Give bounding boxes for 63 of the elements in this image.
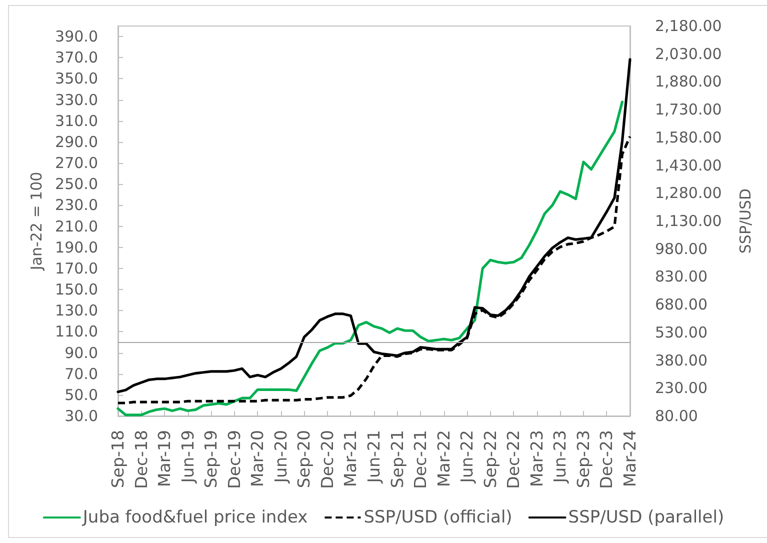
y-tick-label: 250.0 (55, 175, 98, 194)
x-tick-label: Mar-20 (248, 430, 268, 488)
x-tick-label: Mar-23 (527, 430, 546, 488)
y2-axis-title: SSP/USD (736, 188, 754, 254)
x-tick-label: Dec-23 (597, 430, 616, 489)
y2-tick-label: 2,180.00 (655, 17, 722, 35)
y-tick-label: 50.0 (64, 386, 98, 404)
y-tick-label: 390.0 (55, 28, 98, 46)
y2-tick-label: 980.00 (655, 240, 708, 258)
y2-tick-label: 680.00 (655, 296, 708, 314)
x-tick-label: Dec-21 (411, 430, 430, 489)
x-tick-label: Jun-20 (271, 430, 290, 484)
legend-label: SSP/USD (parallel) (568, 508, 724, 528)
y-tick-label: 170.0 (55, 259, 98, 278)
x-tick-label: Sep-21 (388, 430, 407, 488)
y2-tick-label: 530.00 (655, 323, 708, 342)
y-tick-label: 230.0 (55, 196, 98, 214)
line-series (116, 100, 624, 416)
y-tick-label: 190.0 (55, 238, 98, 256)
y2-tick-label: 1,130.00 (655, 212, 722, 230)
y2-tick-label: 1,580.00 (655, 128, 722, 146)
y-tick-label: 350.0 (55, 70, 98, 88)
y2-tick-label: 380.00 (655, 351, 708, 370)
x-tick-label: Jun-22 (458, 430, 477, 484)
x-tick-label: Dec-19 (224, 430, 244, 489)
y2-tick-label: 830.00 (655, 268, 708, 286)
y2-tick-label: 2,030.00 (655, 44, 722, 63)
x-tick-label: Mar-22 (434, 430, 454, 488)
legend-label: SSP/USD (official) (364, 508, 512, 528)
x-tick-label: Sep-23 (574, 430, 593, 488)
y2-tick-label: 1,880.00 (655, 72, 722, 91)
y2-tick-label: 1,730.00 (655, 100, 722, 119)
x-tick-label: Mar-19 (155, 430, 174, 488)
x-tick-label: Sep-18 (108, 430, 128, 488)
x-tick-label: Dec-18 (132, 430, 151, 489)
x-tick-label: Mar-24 (620, 430, 640, 488)
x-tick-label: Mar-21 (341, 430, 360, 488)
y-tick-label: 90.0 (64, 344, 98, 362)
x-tick-label: Jun-23 (550, 430, 570, 484)
y-tick-label: 110.0 (55, 322, 98, 341)
legend-label: Juba food&fuel price index (82, 508, 308, 528)
y-tick-label: 30.0 (64, 407, 98, 425)
x-tick-label: Dec-20 (318, 430, 337, 489)
x-tick-label: Sep-20 (294, 430, 314, 488)
y-tick-label: 290.0 (55, 132, 98, 151)
y2-tick-label: 230.00 (655, 379, 708, 398)
y-tick-label: 70.0 (64, 364, 98, 383)
y-tick-label: 270.0 (55, 154, 98, 172)
y2-tick-label: 1,280.00 (655, 184, 722, 202)
y-tick-label: 310.0 (55, 112, 98, 130)
y2-tick-label: 80.00 (655, 407, 698, 425)
y2-tick-label: 1,430.00 (655, 156, 722, 174)
y-tick-label: 210.0 (55, 217, 98, 236)
y-tick-label: 330.0 (55, 90, 98, 109)
y-tick-label: 370.0 (55, 48, 98, 67)
x-tick-label: Sep-19 (202, 430, 221, 488)
y-tick-label: 130.0 (55, 302, 98, 320)
x-tick-label: Sep-22 (480, 430, 500, 488)
y-tick-label: 150.0 (55, 280, 98, 299)
y-axis-title: Jan-22 = 100 (28, 172, 46, 272)
x-tick-label: Jun-19 (178, 430, 198, 484)
x-tick-label: Jun-21 (364, 430, 384, 484)
x-tick-label: Dec-22 (504, 430, 524, 489)
